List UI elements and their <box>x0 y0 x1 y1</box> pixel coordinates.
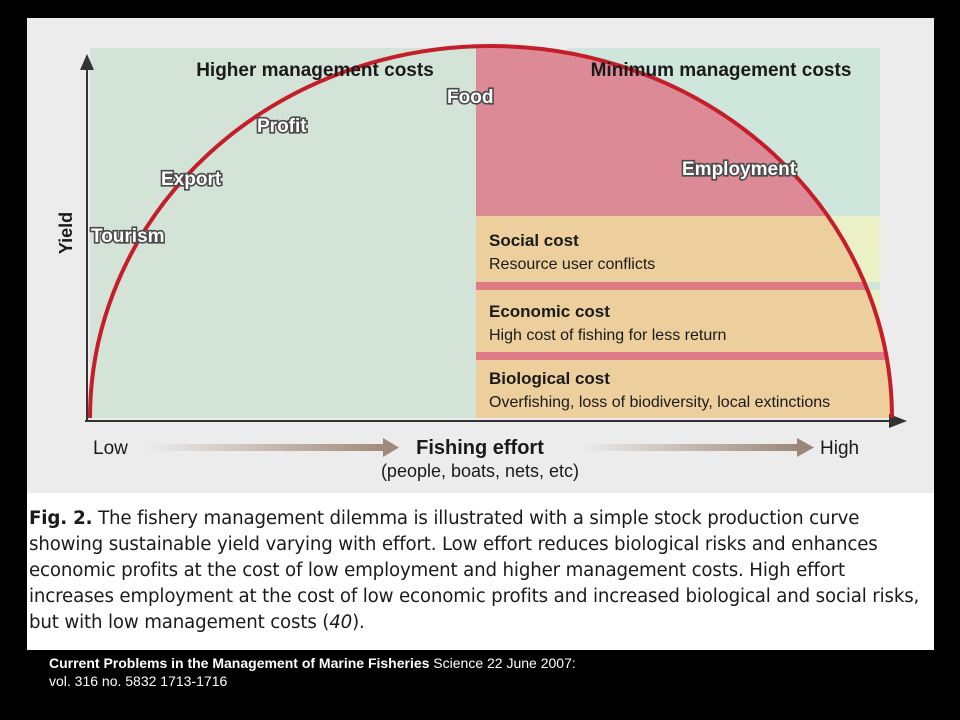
caption-line-2: showing sustainable yield varying with e… <box>29 534 878 555</box>
caption-line-1: The fishery management dilemma is illust… <box>98 508 860 529</box>
cost-divider-1 <box>476 282 892 290</box>
x-axis-high: High <box>820 438 859 459</box>
cost-band-biological <box>476 360 892 418</box>
x-axis-subtitle: (people, boats, nets, etc) <box>381 461 579 481</box>
label-tourism: Tourism <box>91 226 165 247</box>
caption-reference: 40 <box>329 612 353 633</box>
figure-caption: Fig. 2. The fishery management dilemma i… <box>29 506 931 636</box>
fishery-diagram: Higher management costs Minimum manageme… <box>56 44 907 481</box>
yield-curve <box>88 44 894 419</box>
x-axis-title: Fishing effort <box>416 437 544 459</box>
caption-fig-label: Fig. 2. <box>29 508 93 529</box>
label-profit: Profit <box>257 116 307 137</box>
slide: Higher management costs Minimum manageme… <box>27 18 934 650</box>
effort-arrow-right-shaft <box>582 444 800 451</box>
y-axis-arrowhead <box>80 54 94 70</box>
citation-volume: vol. 316 no. 5832 1713-1716 <box>49 673 228 689</box>
citation-source: Science 22 June 2007: <box>429 655 576 671</box>
header-minimum-management: Minimum management costs <box>591 60 852 81</box>
caption-line-5: but with low management costs ( <box>29 612 330 633</box>
x-axis-low: Low <box>93 438 128 459</box>
label-employment: Employment <box>682 159 797 180</box>
cost-band-economic <box>476 290 892 352</box>
citation: Current Problems in the Management of Ma… <box>49 654 576 690</box>
label-food: Food <box>447 87 493 108</box>
y-axis-label: Yield <box>56 212 76 254</box>
social-cost-title: Social cost <box>489 231 579 250</box>
caption-line-5-end: ). <box>352 612 365 633</box>
cost-band-social <box>476 216 892 282</box>
economic-cost-desc: High cost of fishing for less return <box>489 327 726 344</box>
biological-cost-desc: Overfishing, loss of biodiversity, local… <box>489 394 830 411</box>
social-cost-desc: Resource user conflicts <box>489 256 655 273</box>
economic-cost-title: Economic cost <box>489 302 610 321</box>
effort-arrow-right-head <box>797 438 814 457</box>
effort-arrow-left-shaft <box>147 444 387 451</box>
caption-line-3: economic profits at the cost of low empl… <box>29 560 845 581</box>
figure-panel: Higher management costs Minimum manageme… <box>27 18 934 493</box>
region-higher-management <box>90 48 552 418</box>
label-export: Export <box>161 169 222 190</box>
biological-cost-title: Biological cost <box>489 369 610 388</box>
effort-arrow-left-head <box>383 438 399 457</box>
header-higher-management: Higher management costs <box>196 60 434 81</box>
citation-title: Current Problems in the Management of Ma… <box>49 655 430 671</box>
cost-divider-2 <box>476 352 892 360</box>
caption-line-4: increases employment at the cost of low … <box>29 586 920 607</box>
